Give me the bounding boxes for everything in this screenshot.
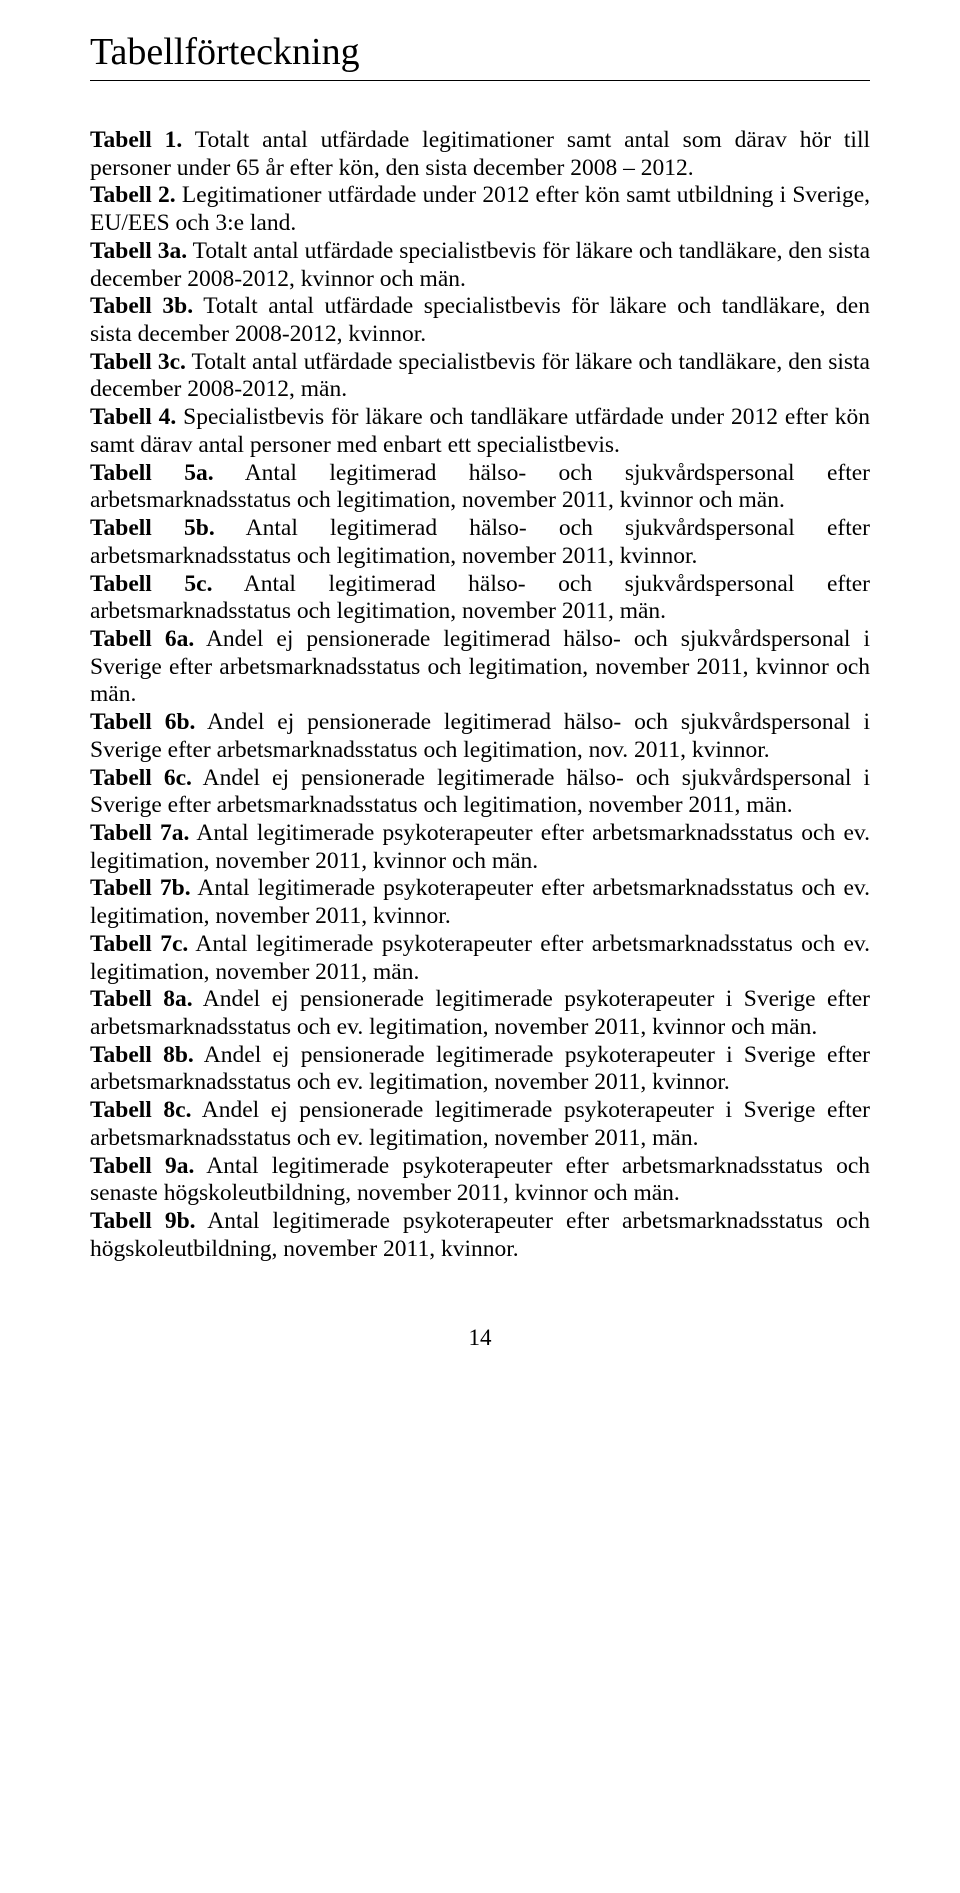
page-number: 14 <box>90 1325 870 1351</box>
toc-text: Totalt antal utfärdade specialistbevis f… <box>90 238 870 292</box>
toc-entry: Tabell 3a. Totalt antal utfärdade specia… <box>90 238 870 293</box>
table-of-tables: Tabell 1. Totalt antal utfärdade legitim… <box>90 127 870 1263</box>
toc-label: Tabell 9b. <box>90 1208 196 1234</box>
toc-text: Andel ej pensionerade legitimerad hälso-… <box>90 709 870 763</box>
toc-entry: Tabell 8c. Andel ej pensionerade legitim… <box>90 1097 870 1152</box>
toc-label: Tabell 1. <box>90 127 182 153</box>
toc-entry: Tabell 7c. Antal legitimerade psykoterap… <box>90 931 870 986</box>
document-page: Tabellförteckning Tabell 1. Totalt antal… <box>0 0 960 1411</box>
toc-entry: Tabell 8b. Andel ej pensionerade legitim… <box>90 1042 870 1097</box>
title-rule <box>90 80 870 81</box>
toc-text: Totalt antal utfärdade specialistbevis f… <box>90 349 870 403</box>
toc-text: Totalt antal utfärdade specialistbevis f… <box>90 293 870 347</box>
toc-entry: Tabell 5a. Antal legitimerad hälso- och … <box>90 460 870 515</box>
toc-text: Andel ej pensionerade legitimerad hälso-… <box>90 626 870 707</box>
toc-text: Antal legitimerade psykoterapeuter efter… <box>90 931 870 985</box>
toc-text: Andel ej pensionerade legitimerade psyko… <box>90 986 870 1040</box>
toc-label: Tabell 6a. <box>90 626 194 652</box>
toc-entry: Tabell 7a. Antal legitimerade psykoterap… <box>90 820 870 875</box>
toc-label: Tabell 3a. <box>90 238 187 264</box>
toc-label: Tabell 6c. <box>90 765 192 791</box>
toc-text: Andel ej pensionerade legitimerade hälso… <box>90 765 870 819</box>
toc-label: Tabell 8b. <box>90 1042 194 1068</box>
toc-text: Andel ej pensionerade legitimerade psyko… <box>90 1097 870 1151</box>
toc-entry: Tabell 6c. Andel ej pensionerade legitim… <box>90 765 870 820</box>
toc-text: Andel ej pensionerade legitimerade psyko… <box>90 1042 870 1096</box>
toc-text: Antal legitimerade psykoterapeuter efter… <box>90 820 870 874</box>
toc-entry: Tabell 6a. Andel ej pensionerade legitim… <box>90 626 870 709</box>
toc-entry: Tabell 7b. Antal legitimerade psykoterap… <box>90 875 870 930</box>
toc-text: Antal legitimerade psykoterapeuter efter… <box>90 1153 870 1207</box>
toc-entry: Tabell 5b. Antal legitimerad hälso- och … <box>90 515 870 570</box>
toc-label: Tabell 5a. <box>90 460 214 486</box>
toc-text: Legitimationer utfärdade under 2012 efte… <box>90 182 870 236</box>
toc-entry: Tabell 4. Specialistbevis för läkare och… <box>90 404 870 459</box>
toc-label: Tabell 3b. <box>90 293 193 319</box>
toc-entry: Tabell 1. Totalt antal utfärdade legitim… <box>90 127 870 182</box>
toc-entry: Tabell 3b. Totalt antal utfärdade specia… <box>90 293 870 348</box>
toc-label: Tabell 7b. <box>90 875 191 901</box>
toc-label: Tabell 8a. <box>90 986 193 1012</box>
toc-entry: Tabell 8a. Andel ej pensionerade legitim… <box>90 986 870 1041</box>
toc-label: Tabell 6b. <box>90 709 195 735</box>
toc-label: Tabell 5b. <box>90 515 215 541</box>
toc-text: Totalt antal utfärdade legitimationer sa… <box>90 127 870 181</box>
toc-text: Specialistbevis för läkare och tandläkar… <box>90 404 870 458</box>
page-title: Tabellförteckning <box>90 30 870 74</box>
toc-entry: Tabell 6b. Andel ej pensionerade legitim… <box>90 709 870 764</box>
toc-text: Antal legitimerade psykoterapeuter efter… <box>90 1208 870 1262</box>
toc-label: Tabell 7a. <box>90 820 189 846</box>
toc-label: Tabell 5c. <box>90 571 212 597</box>
toc-label: Tabell 7c. <box>90 931 188 957</box>
toc-label: Tabell 2. <box>90 182 176 208</box>
toc-entry: Tabell 9b. Antal legitimerade psykoterap… <box>90 1208 870 1263</box>
toc-entry: Tabell 9a. Antal legitimerade psykoterap… <box>90 1153 870 1208</box>
toc-entry: Tabell 3c. Totalt antal utfärdade specia… <box>90 349 870 404</box>
toc-label: Tabell 3c. <box>90 349 186 375</box>
toc-entry: Tabell 2. Legitimationer utfärdade under… <box>90 182 870 237</box>
toc-label: Tabell 9a. <box>90 1153 194 1179</box>
toc-label: Tabell 4. <box>90 404 176 430</box>
toc-text: Antal legitimerade psykoterapeuter efter… <box>90 875 870 929</box>
toc-entry: Tabell 5c. Antal legitimerad hälso- och … <box>90 571 870 626</box>
toc-label: Tabell 8c. <box>90 1097 191 1123</box>
